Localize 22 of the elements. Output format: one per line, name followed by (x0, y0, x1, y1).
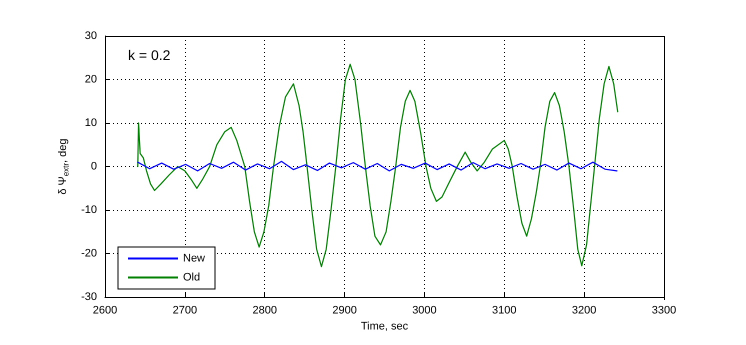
line-series (137, 64, 618, 268)
y-tick-label: 20 (84, 74, 97, 86)
x-tick-label: 2800 (252, 304, 277, 317)
x-tick-label: 2700 (172, 304, 198, 317)
x-tick-label: 2900 (332, 304, 357, 317)
y-tick-label: -30 (81, 291, 97, 304)
x-tick-label: 3200 (572, 304, 596, 317)
y-tick-label: 30 (84, 30, 97, 42)
annotation: k = 0.2 (128, 47, 171, 63)
line-series (137, 160, 618, 172)
x-tick-label: 2600 (92, 304, 118, 317)
y-tick-label: 10 (84, 117, 97, 130)
x-tick-label: 3100 (492, 304, 517, 317)
legend-label: Old (183, 272, 200, 284)
x-axis-title: Time, sec (360, 320, 409, 332)
x-tick-label: 3300 (652, 304, 676, 317)
y-axis-title: δ Ψextr, deg (57, 138, 71, 195)
y-tick-label: -20 (81, 248, 97, 260)
legend-label: New (183, 252, 206, 264)
x-tick-label: 3000 (412, 304, 437, 317)
y-tick-label: 0 (90, 160, 97, 173)
y-tick-label: -10 (81, 204, 97, 216)
